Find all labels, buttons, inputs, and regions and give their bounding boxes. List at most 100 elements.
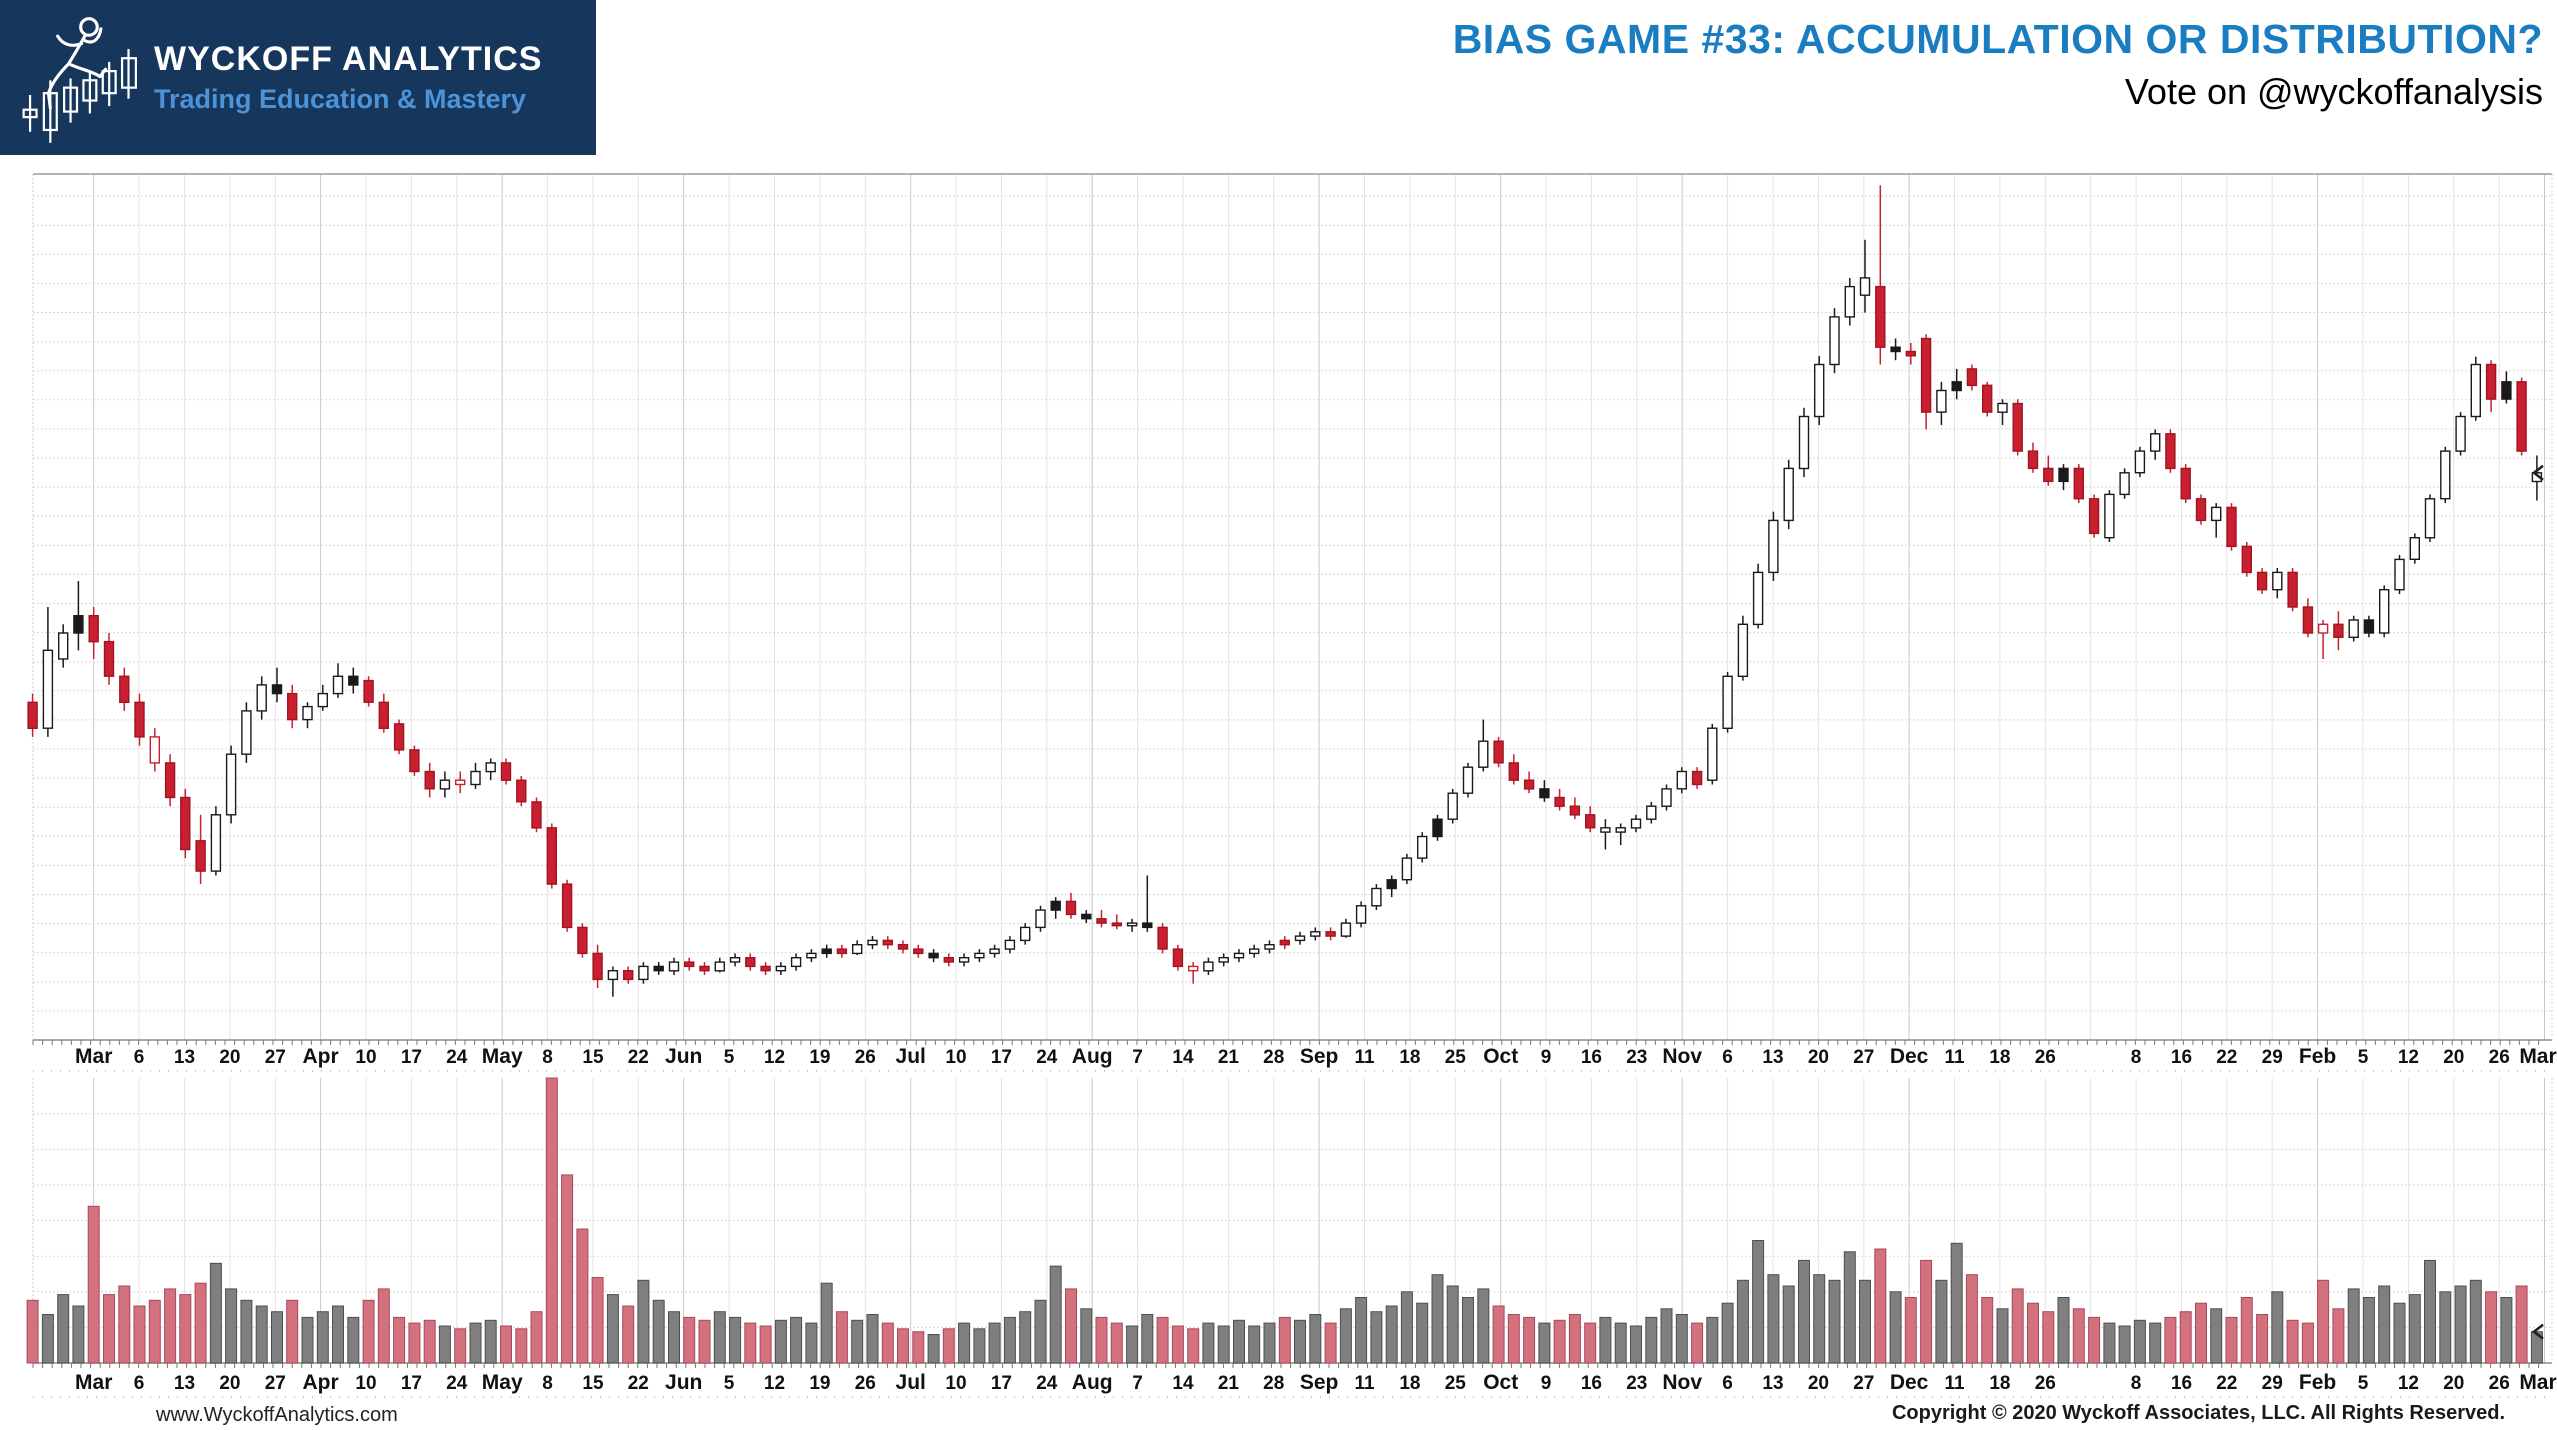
svg-text:22: 22 — [628, 1373, 649, 1394]
svg-text:6: 6 — [134, 1047, 145, 1068]
svg-text:23: 23 — [1626, 1373, 1647, 1394]
price-x-axis-labels: Mar 6 13 20 27 Apr 10 17 24 May 8 15 22 Jun 5 12 19 26 Jul… — [75, 1045, 2557, 1068]
volume-bars — [26, 1077, 2543, 1364]
svg-text:26: 26 — [2489, 1047, 2510, 1068]
svg-text:Mar: Mar — [75, 1045, 112, 1068]
svg-text:25: 25 — [1445, 1373, 1467, 1394]
svg-text:16: 16 — [1581, 1047, 1602, 1068]
svg-text:May: May — [482, 1045, 523, 1068]
svg-text:20: 20 — [1808, 1047, 1829, 1068]
logo-subtitle: Trading Education & Mastery — [154, 83, 527, 114]
svg-text:7: 7 — [1132, 1373, 1143, 1394]
svg-text:22: 22 — [2216, 1373, 2237, 1394]
svg-text:6: 6 — [134, 1373, 145, 1394]
header-titles: BIAS GAME #33: ACCUMULATION OR DISTRIBUT… — [1453, 16, 2543, 113]
svg-text:5: 5 — [724, 1047, 735, 1068]
svg-text:15: 15 — [582, 1373, 604, 1394]
svg-text:Jul: Jul — [896, 1045, 926, 1068]
svg-text:10: 10 — [355, 1047, 376, 1068]
svg-text:9: 9 — [1541, 1047, 1552, 1068]
svg-text:19: 19 — [809, 1047, 830, 1068]
axis-minor-ticks — [32, 1040, 2552, 1398]
svg-text:20: 20 — [219, 1047, 240, 1068]
svg-text:17: 17 — [991, 1373, 1012, 1394]
svg-text:20: 20 — [219, 1373, 240, 1394]
svg-text:17: 17 — [401, 1047, 422, 1068]
svg-text:13: 13 — [1762, 1373, 1783, 1394]
svg-text:21: 21 — [1218, 1047, 1240, 1068]
svg-text:29: 29 — [2262, 1373, 2283, 1394]
svg-text:Feb: Feb — [2299, 1045, 2336, 1068]
svg-text:28: 28 — [1263, 1373, 1284, 1394]
svg-text:26: 26 — [2489, 1373, 2510, 1394]
logo-title: WYCKOFF ANALYTICS — [154, 40, 543, 79]
wyckoff-logo: WYCKOFF ANALYTICS Trading Education & Ma… — [0, 0, 596, 155]
svg-text:18: 18 — [1399, 1373, 1420, 1394]
svg-text:27: 27 — [265, 1047, 286, 1068]
svg-text:Sep: Sep — [1300, 1045, 1339, 1068]
svg-text:21: 21 — [1218, 1373, 1240, 1394]
svg-text:17: 17 — [991, 1047, 1012, 1068]
svg-text:17: 17 — [401, 1373, 422, 1394]
svg-text:16: 16 — [1581, 1373, 1602, 1394]
svg-text:11: 11 — [1354, 1047, 1375, 1068]
volume-x-axis-labels: Mar 6 13 20 27 Apr 10 17 24 May 8 15 22 Jun 5 12 19 26 Jul… — [75, 1371, 2557, 1394]
website-link: www.WyckoffAnalytics.com — [156, 1404, 398, 1426]
svg-text:5: 5 — [2358, 1047, 2369, 1068]
svg-text:26: 26 — [2035, 1373, 2056, 1394]
last-price-arrow-icon — [2531, 464, 2544, 481]
svg-text:Jul: Jul — [896, 1371, 926, 1394]
svg-text:25: 25 — [1445, 1047, 1467, 1068]
svg-text:27: 27 — [265, 1373, 286, 1394]
svg-text:8: 8 — [2131, 1047, 2142, 1068]
svg-text:28: 28 — [1263, 1047, 1284, 1068]
svg-text:12: 12 — [764, 1373, 785, 1394]
svg-text:29: 29 — [2262, 1047, 2283, 1068]
svg-text:Aug: Aug — [1072, 1371, 1113, 1394]
svg-text:Oct: Oct — [1483, 1371, 1518, 1394]
svg-text:16: 16 — [2171, 1047, 2192, 1068]
svg-text:24: 24 — [446, 1047, 468, 1068]
svg-text:Nov: Nov — [1662, 1045, 1702, 1068]
svg-text:20: 20 — [2443, 1373, 2464, 1394]
svg-text:20: 20 — [1808, 1373, 1829, 1394]
svg-text:11: 11 — [1944, 1047, 1965, 1068]
svg-text:18: 18 — [1989, 1373, 2010, 1394]
svg-text:16: 16 — [2171, 1373, 2192, 1394]
last-volume-arrow-icon — [2531, 1323, 2544, 1340]
svg-text:11: 11 — [1354, 1373, 1375, 1394]
svg-text:12: 12 — [764, 1047, 785, 1068]
page-title: BIAS GAME #33: ACCUMULATION OR DISTRIBUT… — [1452, 16, 2543, 62]
svg-text:Nov: Nov — [1662, 1371, 1702, 1394]
svg-text:Dec: Dec — [1890, 1371, 1929, 1394]
svg-text:Sep: Sep — [1300, 1371, 1339, 1394]
svg-text:26: 26 — [855, 1373, 876, 1394]
svg-text:26: 26 — [855, 1047, 876, 1068]
svg-text:12: 12 — [2398, 1047, 2419, 1068]
svg-text:Apr: Apr — [303, 1371, 339, 1394]
svg-text:24: 24 — [1036, 1373, 1058, 1394]
svg-text:22: 22 — [2216, 1047, 2237, 1068]
svg-text:Dec: Dec — [1890, 1045, 1929, 1068]
svg-text:6: 6 — [1722, 1047, 1733, 1068]
svg-text:11: 11 — [1944, 1373, 1965, 1394]
svg-text:20: 20 — [2443, 1047, 2464, 1068]
svg-text:8: 8 — [542, 1047, 553, 1068]
svg-text:5: 5 — [2358, 1373, 2369, 1394]
svg-text:May: May — [482, 1371, 523, 1394]
svg-text:18: 18 — [1989, 1047, 2010, 1068]
svg-text:24: 24 — [446, 1373, 468, 1394]
vote-subtitle: Vote on @wyckoffanalysis — [2124, 71, 2543, 112]
svg-text:12: 12 — [2398, 1373, 2419, 1394]
copyright-text: Copyright © 2020 Wyckoff Associates, LLC… — [1891, 1402, 2505, 1424]
svg-text:27: 27 — [1853, 1047, 1874, 1068]
svg-text:Jun: Jun — [665, 1371, 702, 1394]
svg-text:14: 14 — [1172, 1047, 1194, 1068]
svg-text:15: 15 — [582, 1047, 604, 1068]
vertical-gridlines — [93, 174, 2545, 1363]
svg-text:24: 24 — [1036, 1047, 1058, 1068]
svg-text:23: 23 — [1626, 1047, 1647, 1068]
